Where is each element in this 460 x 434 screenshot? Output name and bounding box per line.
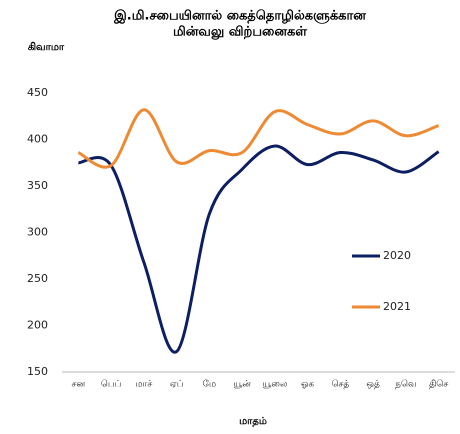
x-tick-label: பெப் [101,380,121,390]
y-tick-label: 350 [27,179,48,192]
x-tick-label: ஒத் [366,380,380,390]
x-tick-label: மாச் [135,380,152,390]
y-tick-label: 300 [27,226,48,239]
line [78,144,440,354]
y-tick-label: 450 [27,86,48,99]
y-tick-label: 250 [27,272,48,285]
x-axis-label: மாதம் [239,416,267,427]
y-tick-label: 150 [27,365,48,378]
x-tick-label: யூன் [233,380,251,390]
y-axis-label: கிவாமா [28,41,65,53]
line [77,108,440,169]
legend-label: 2020 [383,249,411,262]
x-tick-label: திசெ [429,380,448,390]
x-tick-label: சன [72,380,86,390]
chart-title: மின்வலு விற்பனைகள் [173,25,307,40]
y-tick-label: 200 [27,319,48,332]
y-tick-label: 400 [27,133,48,146]
x-tick-label: ஓக [301,380,315,390]
x-tick-label: யூலை [262,380,287,390]
x-tick-label: மே [203,380,217,390]
x-tick-label: செத் [331,380,349,390]
x-tick-label: ஏப் [170,380,184,390]
chart-title: இ.மி.சபையினால் கைத்தொழில்களுக்கான [113,9,366,25]
x-tick-label: நவெ [395,380,416,390]
legend-label: 2021 [383,300,411,313]
